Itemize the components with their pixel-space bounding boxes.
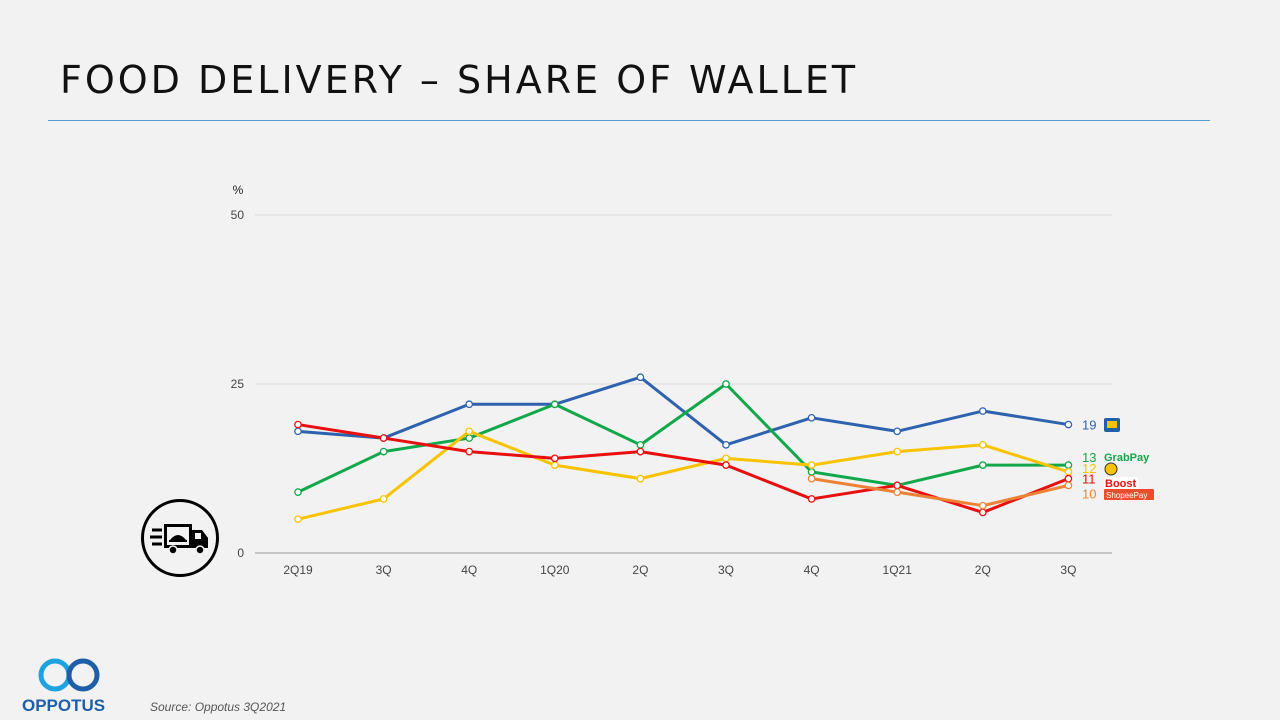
data-point bbox=[465, 434, 474, 442]
y-tick-label: 25 bbox=[231, 377, 245, 391]
data-point bbox=[294, 427, 302, 436]
end-value-label: 12 bbox=[1082, 461, 1096, 476]
grabpay-logo-text: GrabPay bbox=[1104, 452, 1150, 464]
data-point bbox=[807, 468, 816, 476]
end-value-label: 19 bbox=[1082, 418, 1096, 433]
data-point bbox=[379, 495, 388, 503]
title-divider bbox=[48, 120, 1210, 121]
source-note: Source: Oppotus 3Q2021 bbox=[150, 700, 287, 714]
y-tick-label: 0 bbox=[237, 546, 244, 560]
food-delivery-truck-icon bbox=[141, 499, 219, 577]
data-point bbox=[465, 427, 474, 436]
data-point bbox=[722, 454, 730, 463]
x-tick-label: 2Q bbox=[632, 563, 648, 577]
x-tick-label: 2Q bbox=[975, 563, 991, 577]
series-line-0 bbox=[297, 375, 1069, 447]
end-value-label: 13 bbox=[1082, 450, 1096, 465]
data-point bbox=[636, 474, 645, 483]
oppotus-logo bbox=[20, 656, 120, 716]
shopeepay-logo-text: ShopeePay bbox=[1106, 491, 1147, 500]
x-tick-label: 3Q bbox=[718, 563, 734, 577]
data-point bbox=[550, 400, 559, 409]
series-line-4 bbox=[811, 477, 1069, 508]
data-point bbox=[636, 373, 645, 382]
y-tick-label: 50 bbox=[231, 208, 245, 222]
data-point bbox=[379, 434, 388, 442]
data-point bbox=[294, 515, 302, 524]
data-point bbox=[978, 461, 987, 469]
x-tick-label: 3Q bbox=[1060, 563, 1076, 577]
maybank-logo-icon bbox=[1104, 462, 1118, 476]
data-point bbox=[807, 495, 816, 503]
series-line-2 bbox=[297, 429, 1069, 521]
boost-logo-text: Boost bbox=[1105, 478, 1137, 490]
data-point bbox=[465, 400, 474, 409]
data-point bbox=[807, 474, 816, 483]
data-point bbox=[893, 427, 902, 436]
data-point bbox=[978, 508, 987, 517]
x-tick-label: 1Q20 bbox=[540, 563, 570, 577]
end-value-label: 11 bbox=[1082, 472, 1096, 487]
page-title: FOOD DELIVERY – SHARE OF WALLET bbox=[60, 58, 859, 102]
data-point bbox=[294, 488, 302, 497]
x-tick-label: 1Q21 bbox=[883, 563, 913, 577]
x-tick-label: 2Q19 bbox=[283, 563, 313, 577]
tng-logo-inner bbox=[1107, 421, 1117, 428]
data-point bbox=[978, 501, 987, 510]
data-point bbox=[1064, 468, 1073, 476]
data-point bbox=[722, 461, 730, 469]
data-point bbox=[722, 380, 730, 388]
boost-logo-badge bbox=[1104, 477, 1138, 489]
end-value-label: 10 bbox=[1082, 486, 1096, 501]
x-tick-label: 4Q bbox=[804, 563, 820, 577]
data-point bbox=[1064, 420, 1073, 429]
data-point bbox=[893, 488, 902, 497]
data-point bbox=[807, 413, 816, 422]
data-point bbox=[722, 440, 730, 449]
data-point bbox=[636, 447, 645, 456]
data-point bbox=[294, 420, 302, 429]
data-point bbox=[1064, 461, 1073, 469]
data-point bbox=[379, 447, 388, 456]
data-point bbox=[550, 454, 559, 463]
data-point bbox=[1064, 474, 1073, 483]
data-point bbox=[636, 440, 645, 449]
data-point bbox=[978, 440, 987, 449]
data-point bbox=[893, 447, 902, 456]
x-tick-label: 3Q bbox=[376, 563, 392, 577]
data-point bbox=[1064, 481, 1073, 490]
data-point bbox=[893, 481, 902, 490]
data-point bbox=[550, 461, 559, 469]
shopeepay-logo-badge bbox=[1104, 489, 1154, 500]
x-tick-label: 4Q bbox=[461, 563, 477, 577]
data-point bbox=[807, 461, 816, 469]
data-point bbox=[978, 407, 987, 415]
oppotus-logo-text: OPPOTUS bbox=[22, 696, 106, 715]
y-axis-label: % bbox=[233, 183, 244, 197]
data-point bbox=[465, 447, 474, 456]
